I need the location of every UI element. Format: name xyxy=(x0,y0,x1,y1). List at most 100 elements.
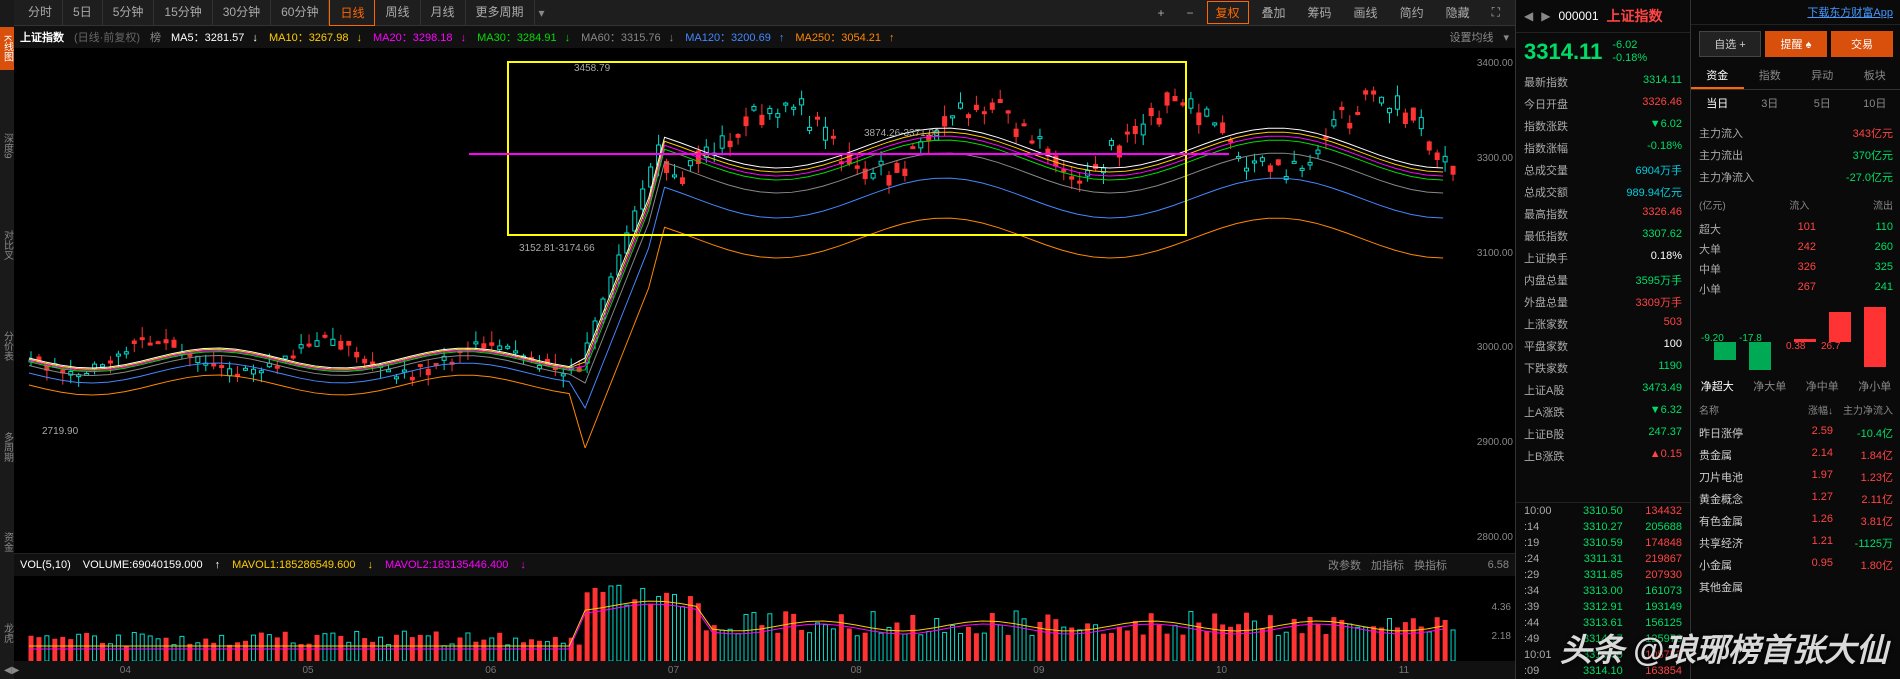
period-tab-5日[interactable]: 5日 xyxy=(63,0,103,26)
time-tick: 09 xyxy=(1033,665,1044,676)
y-tick: 2800.00 xyxy=(1477,532,1513,543)
quote-row: 指数涨跌▼6.02 xyxy=(1516,115,1690,137)
sector-tab[interactable]: 净超大 xyxy=(1691,375,1744,397)
vol-y-2: 2.18 xyxy=(1492,631,1511,642)
tick-row: :093314.10163854 xyxy=(1516,663,1690,679)
tick-row: 10:013313.80105753 xyxy=(1516,647,1690,663)
quote-panel: ◀ ▶ 000001 上证指数 3314.11 -6.02 -0.18% 最新指… xyxy=(1516,0,1691,679)
k-chart[interactable]: 3458.79 3874.26-3371.09 3152.81-3174.66 … xyxy=(14,48,1515,554)
period-tab-5分钟[interactable]: 5分钟 xyxy=(103,0,155,26)
tick-row: :343313.00161073 xyxy=(1516,583,1690,599)
zoom-in-button[interactable]: + xyxy=(1148,3,1173,23)
time-tick: 05 xyxy=(302,665,313,676)
y-tick: 3300.00 xyxy=(1477,153,1513,164)
y-tick: 3400.00 xyxy=(1477,58,1513,69)
symbol-name-2: 上证指数 xyxy=(1607,6,1663,26)
sector-tab[interactable]: 净中单 xyxy=(1796,375,1849,397)
vol-tool[interactable]: 加指标 xyxy=(1371,560,1404,572)
sector-row[interactable]: 刀片电池1.971.23亿 xyxy=(1691,466,1900,488)
sector-row[interactable]: 有色金属1.263.81亿 xyxy=(1691,510,1900,532)
day-tab[interactable]: 当日 xyxy=(1691,92,1744,114)
ma10-label: MA10：3267.98 xyxy=(269,32,349,44)
ma5-label: MA5：3281.57 xyxy=(171,32,244,44)
sector-row[interactable]: 共享经济1.21-1125万 xyxy=(1691,532,1900,554)
download-link[interactable]: 下载东方财富App xyxy=(1807,4,1893,20)
day-tab[interactable]: 3日 xyxy=(1744,92,1797,114)
flow-tab[interactable]: 板块 xyxy=(1849,63,1900,89)
trade-button[interactable]: 交易 xyxy=(1831,31,1893,57)
mini-v2: -17.8 xyxy=(1739,333,1762,344)
fuquan-button[interactable]: 复权 xyxy=(1207,1,1249,24)
chips-button[interactable]: 筹码 xyxy=(1299,1,1341,24)
quote-row: 上证A股3473.49 xyxy=(1516,379,1690,401)
quote-row: 外盘总量3309万手 xyxy=(1516,291,1690,313)
sector-row[interactable]: 贵金属2.141.84亿 xyxy=(1691,444,1900,466)
order-row: 中单326325 xyxy=(1699,259,1893,279)
period-tab-分时[interactable]: 分时 xyxy=(18,0,63,26)
sector-row[interactable]: 其他金属 xyxy=(1691,576,1900,598)
quote-row: 上证换手0.18% xyxy=(1516,247,1690,269)
ma60-label: MA60：3315.76 xyxy=(581,32,661,44)
tick-row: :293311.85207930 xyxy=(1516,567,1690,583)
period-tab-周线[interactable]: 周线 xyxy=(375,0,420,26)
quote-row: 内盘总量3595万手 xyxy=(1516,269,1690,291)
ma120-label: MA120：3200.69 xyxy=(685,32,771,44)
period-toolbar: 分时5日5分钟15分钟30分钟60分钟日线周线月线更多周期 ▾ + − 复权 叠… xyxy=(14,0,1515,26)
expand-icon[interactable]: ⛶ xyxy=(1483,2,1509,23)
quote-row: 下跌家数1190 xyxy=(1516,357,1690,379)
ma-info-bar: 上证指数 (日线·前复权) 榜 MA5：3281.57↓ MA10：3267.9… xyxy=(14,26,1515,48)
tick-row: :193310.59174848 xyxy=(1516,535,1690,551)
sector-tab[interactable]: 净大单 xyxy=(1744,375,1797,397)
quote-row: 今日开盘3326.46 xyxy=(1516,93,1690,115)
volume-chart[interactable]: 4.36 2.18 xyxy=(14,576,1515,661)
period-tab-60分钟[interactable]: 60分钟 xyxy=(271,0,329,26)
price-change-pct: -0.18% xyxy=(1612,52,1647,65)
day-tab[interactable]: 5日 xyxy=(1796,92,1849,114)
overlay-button[interactable]: 叠加 xyxy=(1253,1,1295,24)
sector-row[interactable]: 黄金概念1.272.11亿 xyxy=(1691,488,1900,510)
quote-row: 最新指数3314.11 xyxy=(1516,71,1690,93)
flow-tab[interactable]: 指数 xyxy=(1744,63,1797,89)
volume-info-bar: VOL(5,10) VOLUME:69040159.000↑ MAVOL1:18… xyxy=(14,554,1515,576)
vol-label: VOL(5,10) xyxy=(20,559,71,571)
quote-row: 上证B股247.37 xyxy=(1516,423,1690,445)
y-tick: 3000.00 xyxy=(1477,342,1513,353)
forward-icon[interactable]: ▶ xyxy=(1541,9,1550,23)
watchlist-button[interactable]: 自选 + xyxy=(1699,31,1761,57)
day-tab[interactable]: 10日 xyxy=(1849,92,1900,114)
sector-tab[interactable]: 净小单 xyxy=(1849,375,1900,397)
time-tick: 08 xyxy=(851,665,862,676)
simple-button[interactable]: 简约 xyxy=(1391,1,1433,24)
hide-button[interactable]: 隐藏 xyxy=(1437,1,1479,24)
draw-button[interactable]: 画线 xyxy=(1345,1,1387,24)
flow-tab[interactable]: 资金 xyxy=(1691,63,1744,89)
vol-tool[interactable]: 换指标 xyxy=(1414,560,1447,572)
back-icon[interactable]: ◀ xyxy=(1524,9,1533,23)
quote-row: 上A涨跌▼6.32 xyxy=(1516,401,1690,423)
center-area: 分时5日5分钟15分钟30分钟60分钟日线周线月线更多周期 ▾ + − 复权 叠… xyxy=(14,0,1515,679)
period-tab-30分钟[interactable]: 30分钟 xyxy=(213,0,271,26)
vol-tool[interactable]: 改参数 xyxy=(1328,560,1361,572)
quote-row: 上B涨跌▲0.15 xyxy=(1516,445,1690,467)
alert-button[interactable]: 提醒 ♠ xyxy=(1765,31,1827,57)
sector-row[interactable]: 昨日涨停2.59-10.4亿 xyxy=(1691,422,1900,444)
set-ma-link[interactable]: 设置均线 xyxy=(1449,29,1493,45)
dropdown-icon[interactable]: ▾ xyxy=(539,6,545,20)
time-tick: 07 xyxy=(668,665,679,676)
period-tab-日线[interactable]: 日线 xyxy=(329,0,375,26)
order-row: 大单242260 xyxy=(1699,239,1893,259)
mini-bar-chart: -9.20 -17.8 0.38 26.7 xyxy=(1691,303,1900,373)
symbol-name: 上证指数 xyxy=(20,29,64,45)
period-note: (日线·前复权) xyxy=(74,29,140,45)
vol-y-1: 4.36 xyxy=(1492,602,1511,613)
period-tab-月线[interactable]: 月线 xyxy=(421,0,466,26)
period-tab-更多周期[interactable]: 更多周期 xyxy=(466,0,535,26)
dropdown-icon[interactable]: ▾ xyxy=(1503,31,1509,44)
zoom-out-button[interactable]: − xyxy=(1177,3,1202,23)
sector-row[interactable]: 小金属0.951.80亿 xyxy=(1691,554,1900,576)
sh-c2: 涨幅↓ xyxy=(1788,402,1833,417)
y-tick: 3100.00 xyxy=(1477,248,1513,259)
period-tab-15分钟[interactable]: 15分钟 xyxy=(154,0,212,26)
left-sidebar: K线图 深度9 对比叉 分价表 多周期 资金 龙虎 xyxy=(0,0,14,679)
flow-tab[interactable]: 异动 xyxy=(1796,63,1849,89)
